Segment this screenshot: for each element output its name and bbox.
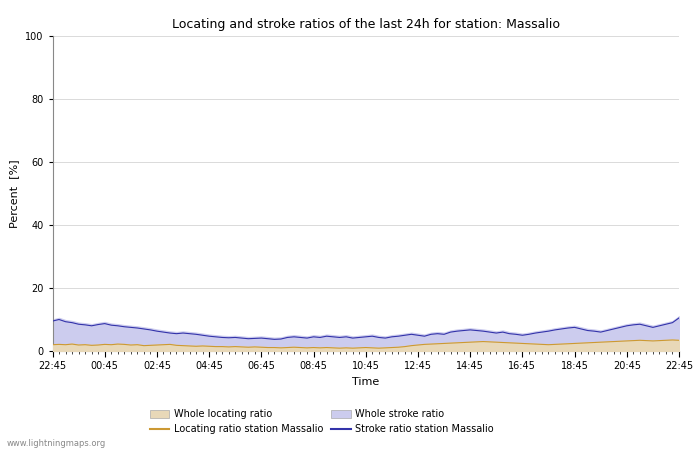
X-axis label: Time: Time: [352, 377, 379, 387]
Title: Locating and stroke ratios of the last 24h for station: Massalio: Locating and stroke ratios of the last 2…: [172, 18, 560, 31]
Y-axis label: Percent  [%]: Percent [%]: [10, 159, 20, 228]
Legend: Whole locating ratio, Locating ratio station Massalio, Whole stroke ratio, Strok: Whole locating ratio, Locating ratio sta…: [150, 410, 494, 434]
Text: www.lightningmaps.org: www.lightningmaps.org: [7, 439, 106, 448]
